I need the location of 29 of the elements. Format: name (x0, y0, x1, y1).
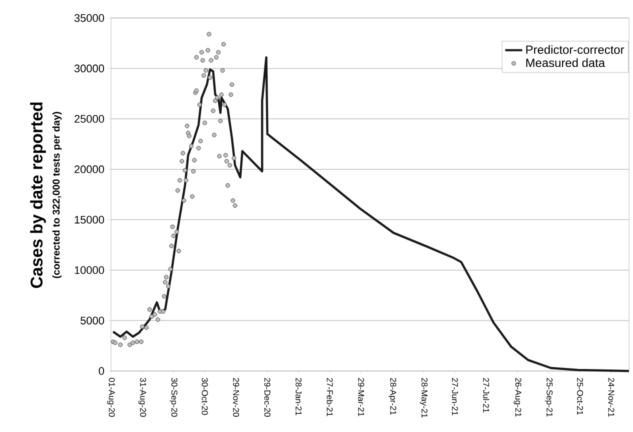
y-tick-label: 20000 (74, 165, 104, 174)
legend-label: Measured data (526, 58, 606, 68)
y-tick-label: 35000 (74, 14, 104, 22)
x-tick-label: 27-Jun-21 (452, 378, 458, 416)
x-tick-label: 28-Jan-21 (296, 378, 302, 416)
text: (corrected to 322,000 tests per day) (52, 112, 62, 278)
y-axis-title: Cases by date reported (30, 102, 46, 288)
x-tick-label: 28-Apr-21 (388, 378, 396, 415)
legend-label: Predictor-corrector (526, 45, 624, 54)
x-tick-label: 29-Nov-20 (233, 378, 240, 417)
y-tick-label: 5000 (80, 316, 104, 324)
x-tick-label: 30-Sep-20 (170, 378, 178, 417)
y-tick-label: 30000 (74, 64, 104, 72)
x-tick-label: 30-Oct-20 (202, 378, 208, 415)
y-tick-label: 15000 (74, 216, 104, 224)
y-tick-label: 10000 (74, 266, 104, 274)
x-tick-label: 25-Sep-21 (544, 378, 553, 417)
x-tick-label: 25-Oct-21 (577, 378, 584, 415)
x-tick-label: 29-Mar-21 (358, 378, 364, 416)
x-tick-label: 24-Nov-21 (608, 378, 614, 417)
x-tick-label: 31-Aug-20 (138, 378, 146, 417)
x-tick-label: 27-Feb-21 (326, 378, 333, 416)
x-tick-label: 01-Aug-20 (107, 378, 115, 417)
x-tick-label: 29-Dec-20 (264, 378, 270, 417)
x-tick-label: 27-Jul-21 (483, 378, 490, 412)
y-tick-label: 0 (98, 367, 104, 375)
x-tick-label: 26-Aug-21 (514, 378, 522, 417)
y-tick-label: 25000 (74, 114, 104, 123)
x-tick-label: 28-May-21 (420, 378, 428, 418)
